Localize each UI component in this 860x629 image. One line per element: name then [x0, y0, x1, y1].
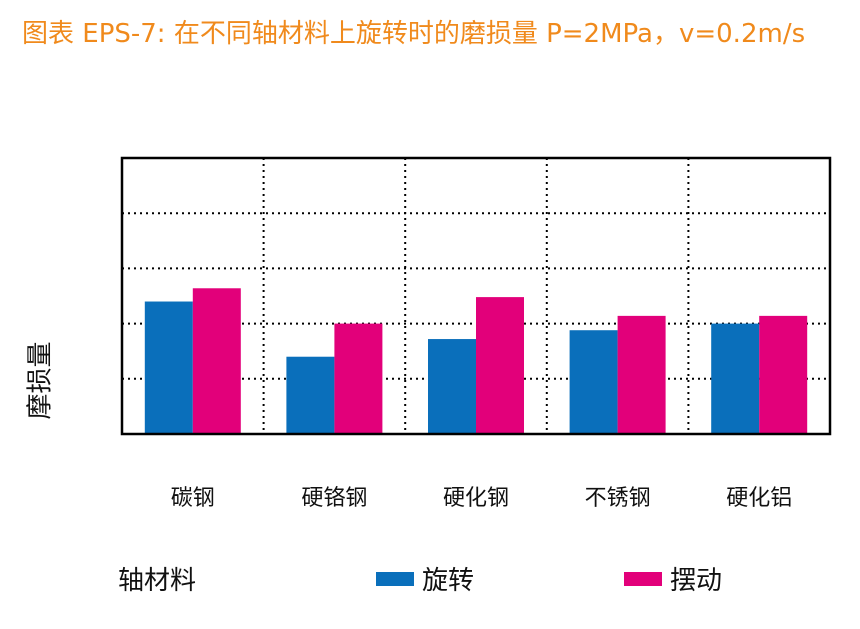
x-tick-label: 不锈钢	[585, 486, 651, 511]
bar-swing-2	[476, 297, 524, 434]
legend-label-rotation: 旋转	[422, 566, 475, 596]
bar-swing-4	[759, 315, 808, 434]
bar-swing-0	[192, 288, 241, 434]
x-tick-label: 碳钢	[171, 486, 215, 511]
x-tick-label: 硬化钢	[443, 486, 509, 511]
bar-rotation-2	[428, 339, 476, 434]
legend-item-rotation: 旋转	[376, 560, 474, 597]
bar-rotation-1	[286, 356, 335, 434]
legend-label-swing: 摆动	[670, 566, 723, 596]
bar-swing-1	[334, 323, 383, 434]
bar-swing-3	[617, 315, 666, 434]
bar-rotation-0	[144, 301, 193, 434]
bar-rotation-4	[711, 323, 760, 434]
x-axis-label: 轴材料	[118, 566, 197, 596]
x-tick-label: 硬铬钢	[301, 486, 367, 511]
plot-frame	[120, 156, 832, 436]
legend-swatch-swing	[624, 571, 662, 586]
x-tick-label: 硬化铝	[726, 486, 792, 511]
bar-rotation-3	[569, 330, 618, 434]
legend-item-swing: 摆动	[624, 560, 722, 597]
legend-swatch-rotation	[376, 571, 414, 586]
chart-title: 图表 EPS-7: 在不同轴材料上旋转时的磨损量 P=2MPa，v=0.2m/s	[22, 19, 806, 49]
